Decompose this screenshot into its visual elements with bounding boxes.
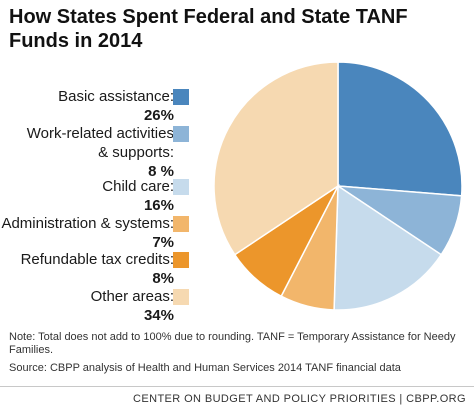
legend-label: Child care: [102, 178, 174, 195]
legend-label: Work-related activities & supports: [26, 125, 174, 161]
legend-percent: 8 % [148, 163, 174, 180]
pie-slice-other-areas [213, 61, 339, 256]
legend-swatch-work-related [173, 126, 189, 142]
legend: Basic assistance: 26% Work-related activ… [1, 87, 189, 325]
legend-swatch-other-areas [173, 289, 189, 305]
legend-percent: 26% [143, 107, 174, 124]
legend-item-child-care: Child care: 16% [102, 177, 174, 215]
footer-credit: CENTER ON BUDGET AND POLICY PRIORITIES |… [0, 386, 474, 412]
chart-source: Source: CBPP analysis of Health and Huma… [9, 362, 401, 374]
legend-item-refundable-tax-credits: Refundable tax credits: 8% [21, 250, 174, 288]
legend-percent: 34% [143, 307, 174, 324]
legend-item-basic-assistance: Basic assistance: 26% [58, 87, 174, 125]
legend-label: Refundable tax credits: [20, 251, 174, 268]
legend-item-other-areas: Other areas: 34% [91, 287, 174, 325]
pie-slice-basic-assistance [337, 61, 463, 197]
legend-label: Other areas: [90, 288, 174, 305]
legend-percent: 8% [152, 270, 174, 287]
legend-swatch-administration [173, 216, 189, 232]
legend-percent: 7% [152, 234, 174, 251]
legend-swatch-refundable-tax-credits [173, 252, 189, 268]
chart-note: Note: Total does not add to 100% due to … [9, 331, 456, 356]
pie-slice-child-care [333, 184, 443, 311]
legend-label: Administration & systems: [1, 215, 174, 232]
legend-swatch-child-care [173, 179, 189, 195]
legend-label: Basic assistance: [58, 88, 174, 105]
legend-item-administration: Administration & systems: 7% [1, 214, 174, 252]
legend-percent: 16% [143, 197, 174, 214]
chart-title: How States Spent Federal and State TANF … [9, 6, 408, 52]
legend-swatch-basic-assistance [173, 89, 189, 105]
legend-item-work-related: Work-related activities & supports: 8 % [14, 124, 174, 181]
